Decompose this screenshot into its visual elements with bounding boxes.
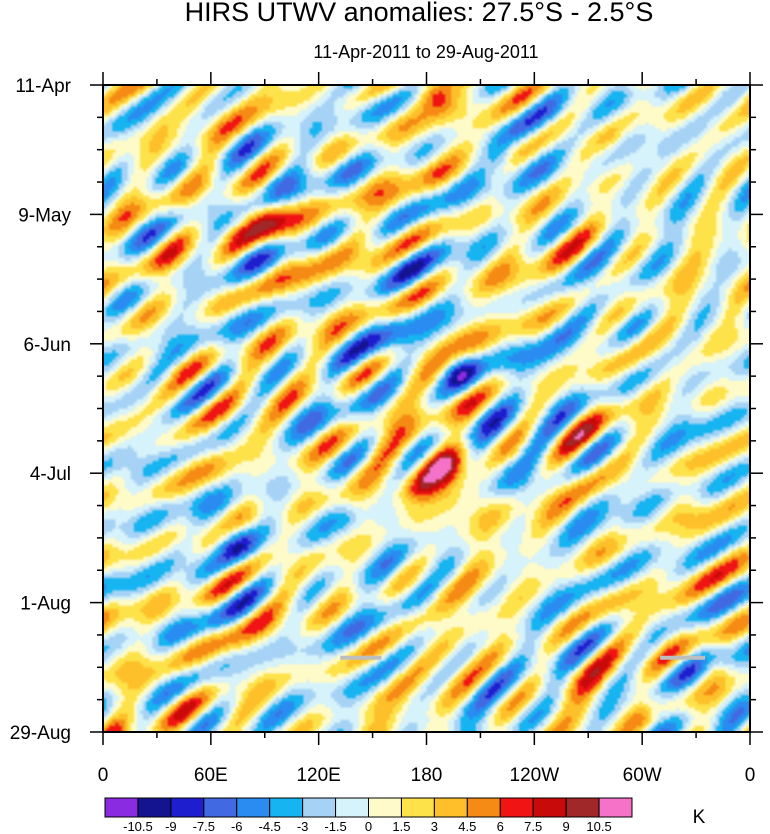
y-tick-label: 4-Jul (30, 464, 71, 485)
colorbar-label: -9 (165, 819, 177, 834)
x-tick-label: 0 (745, 765, 756, 786)
colorbar-swatch (499, 797, 534, 818)
colorbar-label: 10.5 (586, 819, 611, 834)
colorbar-label: -1.5 (324, 819, 346, 834)
colorbar-swatch (466, 797, 501, 818)
x-tick-label: 120E (296, 765, 340, 786)
colorbar-swatch (236, 797, 271, 818)
colorbar-label: 3 (431, 819, 438, 834)
colorbar-swatch (565, 797, 600, 818)
y-tick-label: 11-Apr (15, 76, 71, 97)
missing-data-markers (340, 655, 706, 660)
x-tick-label: 180 (411, 765, 443, 786)
missing-data-strip (340, 655, 382, 660)
colorbar-label: 9 (563, 819, 570, 834)
x-axis-labels: 0 60E 120E 180 120W 60W 0 (98, 765, 756, 786)
y-tick-label: 9-May (18, 205, 71, 226)
chart-title: HIRS UTWV anomalies: 27.5°S - 2.5°S (185, 0, 654, 27)
colorbar: -10.5 -9 -7.5 -6 -4.5 -3 -1.5 0 1.5 3 4.5 6 7.5 9 10.5 (104, 797, 633, 834)
colorbar-label: 4.5 (458, 819, 476, 834)
x-tick-label: 60W (623, 765, 662, 786)
anomaly-field (103, 85, 750, 732)
colorbar-label: 6 (497, 819, 504, 834)
colorbar-swatch (269, 797, 304, 818)
colorbar-swatch (400, 797, 435, 818)
colorbar-swatch (335, 797, 369, 818)
colorbar-label: 0 (365, 819, 372, 834)
colorbar-swatch (170, 797, 205, 818)
colorbar-swatch (368, 797, 402, 818)
axis-ticks (90, 72, 763, 745)
colorbar-label: -7.5 (193, 819, 215, 834)
colorbar-swatch (137, 797, 172, 818)
y-tick-label: 1-Aug (20, 594, 71, 615)
missing-data-strip (660, 655, 706, 660)
colorbar-swatch (532, 797, 567, 818)
y-tick-label: 29-Aug (10, 723, 71, 744)
colorbar-label: -4.5 (258, 819, 280, 834)
x-tick-label: 120W (510, 765, 560, 786)
colorbar-swatch (598, 797, 633, 818)
colorbar-units: K (693, 807, 706, 828)
colorbar-label: -3 (297, 819, 309, 834)
y-axis-labels: 11-Apr 9-May 6-Jun 4-Jul 1-Aug 29-Aug (10, 76, 72, 744)
colorbar-swatch (104, 797, 139, 818)
colorbar-swatch (433, 797, 468, 818)
colorbar-swatch (302, 797, 337, 818)
y-tick-label: 6-Jun (23, 335, 71, 356)
colorbar-label: 7.5 (524, 819, 542, 834)
colorbar-label: -10.5 (123, 819, 153, 834)
chart-subtitle: 11-Apr-2011 to 29-Aug-2011 (313, 42, 538, 62)
colorbar-label: 1.5 (392, 819, 410, 834)
x-tick-label: 60E (194, 765, 228, 786)
colorbar-swatch (203, 797, 238, 818)
x-tick-label: 0 (98, 765, 109, 786)
colorbar-label: -6 (231, 819, 243, 834)
